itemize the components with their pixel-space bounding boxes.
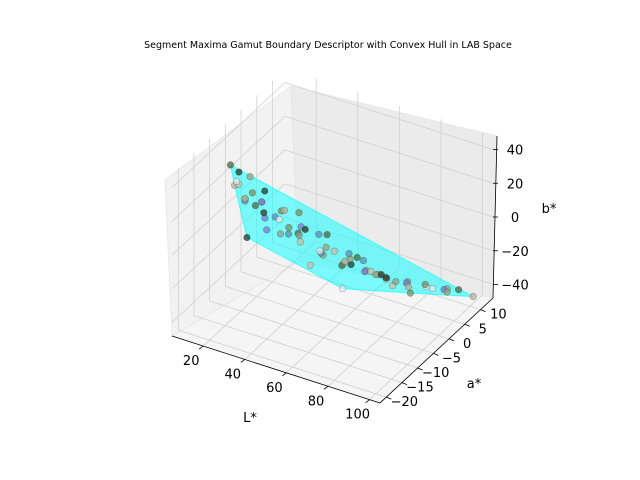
data-point <box>301 225 309 233</box>
grid-line-y <box>178 329 387 398</box>
data-point <box>241 195 249 203</box>
x-tick-label: 100 <box>345 408 370 423</box>
x-tick-label: 20 <box>183 354 200 369</box>
z-tick-label: 0 <box>511 211 519 226</box>
x-tick-label: 40 <box>225 367 242 382</box>
data-point <box>251 201 259 210</box>
data-point <box>258 198 266 206</box>
data-point <box>323 231 331 239</box>
data-point <box>455 286 463 294</box>
data-point <box>316 247 324 255</box>
x-tick-label: 80 <box>308 394 325 409</box>
grid-line-x <box>369 294 483 400</box>
y-tick-label: 5 <box>479 322 487 337</box>
grid-line-z <box>171 115 286 222</box>
x-tick-mark <box>282 372 287 377</box>
grid-line-y <box>209 300 418 369</box>
data-point <box>261 187 269 195</box>
x-axis-ticks: 20 40 60 80 100 <box>183 345 370 423</box>
grid-line-z <box>284 115 494 184</box>
data-point <box>263 226 271 234</box>
data-point <box>243 233 251 242</box>
x-tick-mark <box>323 385 329 390</box>
grid-line-x <box>327 280 442 387</box>
grid-line-z <box>284 82 494 150</box>
z-tick-label: 20 <box>507 177 524 192</box>
grid-line-y <box>225 286 434 354</box>
z-tick-label: −20 <box>501 245 528 260</box>
chart-title: Segment Maxima Gamut Boundary Descriptor… <box>144 40 512 51</box>
data-point <box>406 289 415 297</box>
data-point <box>295 231 303 239</box>
data-point <box>295 209 303 217</box>
data-point <box>367 267 375 276</box>
data-point <box>226 161 235 169</box>
grid-line-z <box>284 183 494 252</box>
data-point <box>359 256 368 265</box>
data-point <box>322 243 330 251</box>
data-point <box>246 173 254 181</box>
data-point <box>280 206 289 214</box>
data-point <box>275 215 283 223</box>
x-axis-label: L* <box>243 411 257 426</box>
data-point <box>296 238 304 246</box>
y-tick-mark <box>464 323 470 327</box>
y-tick-mark <box>417 367 423 371</box>
data-point <box>260 209 268 217</box>
grid-line-y <box>193 315 403 383</box>
data-point <box>382 274 391 282</box>
x-tick-label: 60 <box>266 381 283 396</box>
y-tick-mark <box>401 382 408 385</box>
data-point <box>306 261 314 269</box>
y-tick-label: 0 <box>463 337 471 352</box>
data-point <box>330 247 339 255</box>
y-tick-label: −20 <box>391 395 418 410</box>
data-point <box>353 253 361 261</box>
y-tick-mark <box>433 353 439 356</box>
data-point <box>248 189 256 197</box>
data-point <box>443 288 451 296</box>
data-point <box>276 230 285 238</box>
x-tick-mark <box>198 345 204 350</box>
grid-line-y <box>240 271 450 340</box>
grid-line-y <box>256 256 465 325</box>
y-tick-label: −15 <box>406 381 433 396</box>
grid-line-z <box>284 149 494 218</box>
data-point <box>361 268 369 276</box>
y-tick-mark <box>480 309 486 313</box>
x-axis-line <box>171 335 381 404</box>
z-tick-label: 40 <box>507 144 524 159</box>
x-tick-mark <box>240 359 246 363</box>
data-point <box>377 271 385 279</box>
y-tick-label: 10 <box>490 308 507 323</box>
z-tick-label: −40 <box>501 279 528 294</box>
data-point <box>428 284 437 293</box>
scatter-points <box>226 161 477 301</box>
z-axis-ticks: −40 −20 0 20 40 <box>493 144 529 294</box>
y-tick-label: −10 <box>422 366 449 381</box>
data-point <box>284 230 293 238</box>
data-point <box>469 293 477 301</box>
x-tick-mark <box>365 399 370 403</box>
data-point <box>345 250 353 258</box>
data-point <box>233 177 241 185</box>
data-point <box>285 224 293 232</box>
grid-line-z <box>171 82 286 188</box>
data-point <box>339 285 347 293</box>
data-point <box>421 280 429 289</box>
grid-line-z <box>171 149 286 256</box>
data-point <box>404 283 413 291</box>
y-axis-line <box>379 297 494 404</box>
y-tick-mark <box>448 338 455 342</box>
z-axis-label: b* <box>542 202 557 217</box>
y-tick-mark <box>386 396 392 400</box>
data-point <box>315 230 323 238</box>
y-axis-label: a* <box>467 377 482 392</box>
y-tick-label: −5 <box>442 351 461 366</box>
data-point <box>392 278 400 286</box>
data-point <box>235 168 243 176</box>
